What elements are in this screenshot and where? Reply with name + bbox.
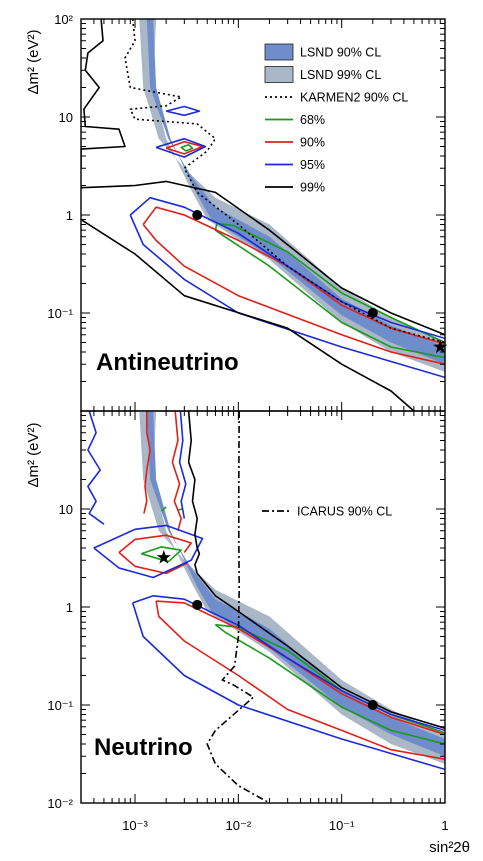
curve-95-: [155, 137, 207, 158]
legend-label: 99%: [300, 181, 325, 195]
best-fit-star: [433, 339, 448, 354]
panel-title: Antineutrino: [96, 349, 239, 376]
curve-95-: [178, 411, 187, 519]
y-tick-label: 10⁻²: [47, 796, 73, 811]
contour-curves: [81, 19, 445, 411]
curve-68-: [141, 546, 182, 563]
legend-label: 90%: [300, 136, 325, 150]
confidence-regions: [139, 411, 445, 764]
curve-90-: [165, 140, 204, 155]
best-fit-point: [192, 599, 203, 610]
legend-label: ICARUS 90% CL: [297, 505, 392, 519]
curve-90-: [171, 411, 182, 531]
curve-95-: [129, 196, 445, 340]
confidence-regions: [139, 19, 445, 372]
region-lsnd-90-cl: [146, 411, 445, 757]
y-axis-title: Δm² (eV²): [25, 29, 42, 94]
curve-95-: [132, 595, 445, 732]
curve-95-: [131, 602, 445, 771]
antineutrino-panel: 10⁻¹ 1 10 10² Δm² (eV²) Antineutrino LSND 9…: [25, 12, 448, 412]
legend: LSND 90% CL LSND 99% CL KARMEN2 90% CL 68% 9…: [264, 43, 408, 195]
curve-icarus-90-cl: [206, 411, 270, 803]
y-tick-label: 10⁻¹: [47, 306, 73, 321]
curve-99-: [81, 180, 445, 336]
y-tick-labels: 10⁻² 10⁻¹ 1 10: [47, 502, 73, 811]
curve-95-: [165, 105, 201, 117]
legend-label: 95%: [300, 158, 325, 172]
x-tick-label: 10⁻³: [122, 818, 148, 833]
axis-ticks: [80, 411, 445, 804]
legend-label: 68%: [300, 113, 325, 127]
panel-title: Neutrino: [94, 734, 193, 761]
curve-95-: [93, 524, 204, 579]
legend-label: LSND 99% CL: [300, 68, 381, 82]
y-tick-label: 10⁻¹: [47, 698, 73, 713]
curve-68-: [180, 144, 194, 152]
plot-frame: [80, 410, 446, 804]
neutrino-panel: 10⁻² 10⁻¹ 1 10 10⁻³ 10⁻² 10⁻¹ 1 Δm² (eV²) sin²…: [25, 410, 470, 856]
legend-swatch: [264, 43, 294, 61]
y-tick-label: 1: [66, 208, 73, 223]
y-tick-label: 1: [66, 600, 73, 615]
curve-99-: [187, 411, 445, 729]
axis-ticks: [80, 19, 445, 412]
region-lsnd-90-cl: [146, 19, 445, 365]
y-tick-label: 10: [59, 110, 73, 125]
y-tick-labels: 10⁻¹ 1 10 10²: [47, 12, 73, 321]
best-fit-point: [367, 700, 378, 710]
curve-90-: [118, 551, 188, 575]
legend-label: LSND 90% CL: [300, 46, 381, 60]
best-fit-markers: [156, 550, 378, 710]
curve-99-: [81, 19, 126, 169]
curve-90-: [142, 206, 445, 345]
curve-95-: [87, 411, 105, 525]
best-fit-star: [156, 550, 171, 564]
y-tick-label: 10²: [54, 12, 73, 27]
x-tick-label: 1: [441, 818, 448, 833]
curve-90-: [118, 534, 192, 554]
curve-68-: [214, 624, 445, 745]
contour-curves: [87, 411, 445, 803]
curve-68-: [160, 506, 167, 512]
x-axis-title: sin²2θ: [429, 839, 470, 856]
y-axis-title: Δm² (eV²): [25, 422, 42, 487]
best-fit-point: [192, 210, 203, 220]
y-tick-label: 10: [59, 502, 73, 517]
curve-99-: [81, 218, 415, 411]
curve-90-: [155, 600, 445, 760]
x-tick-labels: 10⁻³ 10⁻² 10⁻¹ 1: [122, 818, 448, 833]
curve-karmen2-90-cl: [124, 19, 445, 344]
legend-label: KARMEN2 90% CL: [300, 91, 408, 105]
legend-swatch: [264, 66, 294, 83]
x-tick-label: 10⁻¹: [329, 818, 355, 833]
legend: ICARUS 90% CL: [262, 505, 392, 519]
best-fit-markers: [192, 210, 448, 354]
best-fit-point: [367, 308, 378, 318]
x-tick-label: 10⁻²: [226, 818, 252, 833]
curve-90-: [142, 223, 445, 365]
curve-68-: [224, 236, 445, 359]
curve-90-: [143, 411, 151, 514]
